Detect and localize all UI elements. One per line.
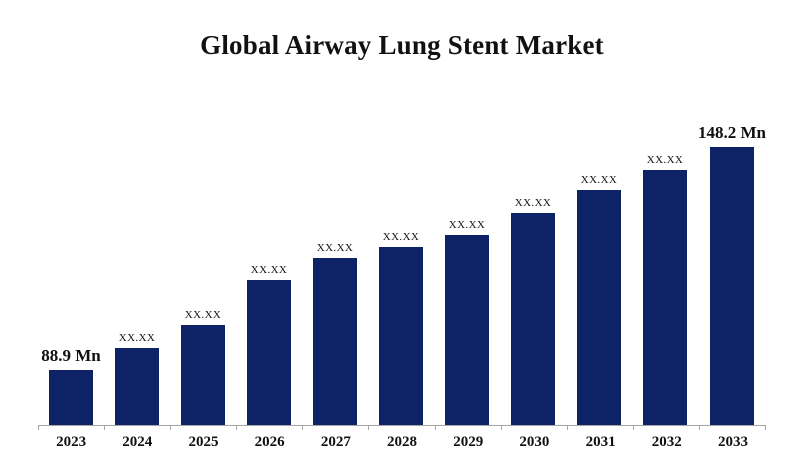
axis-tick-cell [369,426,436,430]
chart-title: Global Airway Lung Stent Market [200,30,604,60]
axis-tick-cell [634,426,700,430]
bar-group: XX.XX [104,332,170,425]
x-axis-label: 2029 [453,434,484,450]
bar [643,170,687,425]
x-axis-label: 2028 [387,434,418,450]
axis-tick-cell [105,426,172,430]
bar-group: XX.XX [566,174,632,425]
x-axis-label: 2025 [188,434,219,450]
x-axis-label: 2031 [585,434,616,450]
bar-group: XX.XX [434,219,500,425]
bar-value-label: XX.XX [382,231,420,243]
bar-value-label: 88.9 Mn [41,346,101,365]
bar [313,258,357,425]
bar [445,235,489,425]
bar-value-label: XX.XX [448,219,486,231]
bar-chart: 88.9 Mn XX.XX XX.XX XX.XX XX.XX XX.XX XX.XX XX.… [38,123,767,451]
bar-group: 88.9 Mn [38,346,104,425]
bar [511,213,555,425]
bar [115,348,159,425]
axis-tick-cell [502,426,568,430]
x-axis-label: 2023 [56,434,87,450]
bar-group: XX.XX [170,309,236,425]
axis-tick-cell [171,426,238,430]
bar-group: XX.XX [302,242,368,425]
axis-tick-cell [237,426,304,430]
bar-value-label: XX.XX [646,154,684,166]
bar-value-label: 148.2 Mn [698,123,766,142]
bar-value-label: XX.XX [514,197,552,209]
axis-tick-cell [436,426,502,430]
bar [49,370,93,425]
bar-group: XX.XX [236,264,302,425]
bar-group: XX.XX [500,197,566,425]
bar-value-label: XX.XX [118,332,156,344]
bar-value-label: XX.XX [184,309,222,321]
bar-value-label: XX.XX [580,174,618,186]
bar [577,190,621,425]
x-axis-label: 2030 [519,434,550,450]
bar [379,247,423,425]
bar [181,325,225,425]
x-axis-label: 2032 [651,434,682,450]
axis-tick-cell [303,426,370,430]
axis-tick-cell [38,426,106,430]
x-axis-label: 2024 [122,434,153,450]
bar-value-label: XX.XX [250,264,288,276]
bar [710,147,754,425]
x-axis-label: 2026 [254,434,285,450]
bar-group: XX.XX [368,231,434,425]
x-axis-label: 2027 [320,434,351,450]
axis-tick-cell [700,426,767,430]
bar-value-label: XX.XX [316,242,354,254]
x-axis-label: 2033 [717,434,748,450]
bar-group: XX.XX [632,154,698,425]
bar [247,280,291,425]
x-axis-labels: 2023 2024 2025 2026 2027 2028 2029 2030 2031 2032… [38,430,766,451]
axis-tick-cell [568,426,634,430]
axis-ticks [38,426,767,430]
bar-group: 148.2 Mn [698,123,766,425]
plot-area: 88.9 Mn XX.XX XX.XX XX.XX XX.XX XX.XX XX.XX XX.… [38,123,766,426]
